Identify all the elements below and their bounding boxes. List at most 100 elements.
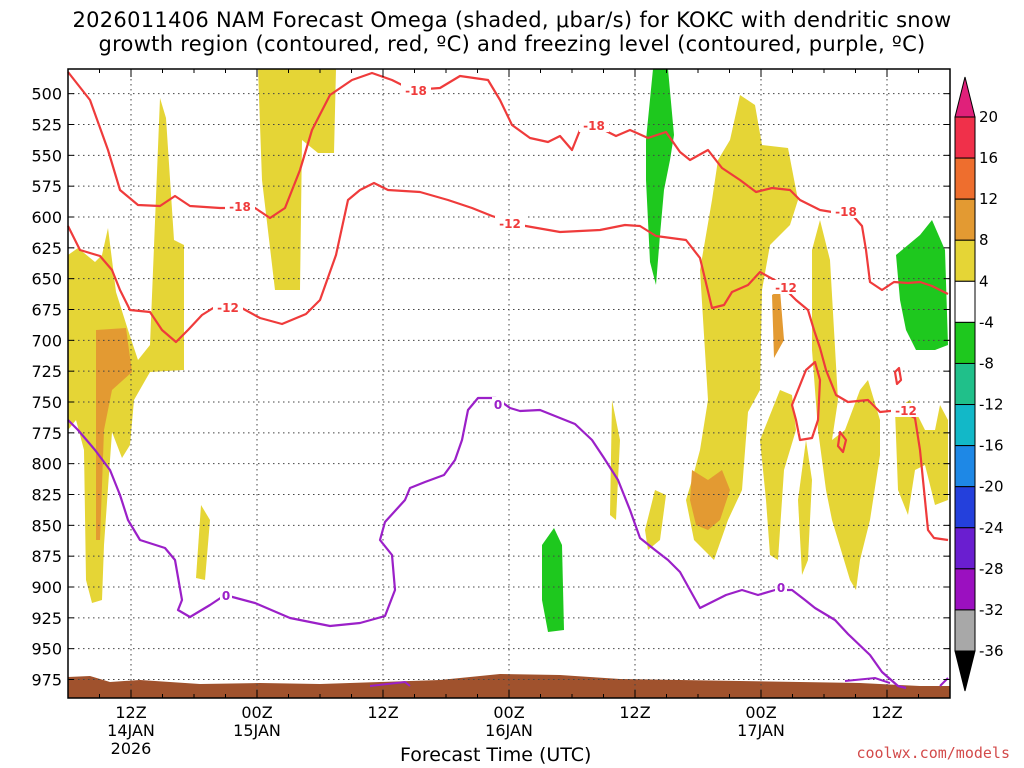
- plot-area: -18 -18 -18 -18 -12 -12 -12 -12 0 0 0: [67, 68, 951, 699]
- y-tick-label: 525: [31, 116, 62, 135]
- y-tick-label: 825: [31, 486, 62, 505]
- y-tick-label: 625: [31, 239, 62, 258]
- colorbar-bin: [954, 609, 976, 652]
- omega-shade-4: [196, 505, 210, 580]
- dendritic-label-bg: [579, 118, 609, 132]
- x-tick-label: 00Z: [745, 703, 776, 722]
- colorbar-bin: [954, 157, 976, 200]
- colorbar-bin: [954, 239, 976, 282]
- chart-title-line-1: 2026011406 NAM Forecast Omega (shaded, μ…: [72, 8, 952, 32]
- y-tick-label: 850: [31, 516, 62, 535]
- omega-shade-16: [542, 528, 564, 632]
- dendritic-contour-label: -12: [895, 404, 917, 418]
- chart-title-line-2: growth region (contoured, red, ºC) and f…: [98, 32, 926, 56]
- colorbar-label: -36: [979, 642, 1004, 660]
- omega-shade-14: [772, 290, 784, 358]
- y-tick-label: 775: [31, 424, 62, 443]
- x-tick-label: 12Z: [115, 703, 146, 722]
- y-tick-label: 975: [31, 671, 62, 690]
- freezing-label-bg: [492, 397, 504, 411]
- ground-surface: [68, 674, 950, 698]
- colorbar-bin: [954, 116, 976, 159]
- dendritic-contour-label: -12: [217, 301, 239, 315]
- y-tick-label: 575: [31, 177, 62, 196]
- colorbar-label: 4: [979, 272, 989, 290]
- omega-shade-11: [798, 440, 812, 575]
- x-tick-label: 15JAN: [233, 721, 281, 740]
- colorbar-label: -12: [979, 396, 1004, 414]
- dendritic-label-bg: [771, 280, 801, 294]
- freezing-contour-label: 0: [777, 581, 785, 595]
- colorbar-bin: [954, 568, 976, 611]
- y-tick-label: 750: [31, 393, 62, 412]
- y-tick-label: 600: [31, 208, 62, 227]
- colorbar-bin: [954, 445, 976, 488]
- colorbar-label: 16: [979, 149, 998, 167]
- colorbar-label: -16: [979, 437, 1004, 455]
- colorbar-bin: [954, 321, 976, 364]
- colorbar-top-arrow: [954, 76, 976, 118]
- omega-shade-9: [812, 220, 880, 590]
- y-tick-label: 550: [31, 146, 62, 165]
- x-tick-label: 17JAN: [737, 721, 785, 740]
- colorbar-bin: [954, 362, 976, 406]
- freezing-level-contour-3: [844, 676, 891, 684]
- colorbar-bin: [954, 280, 976, 323]
- omega-shade-15: [896, 220, 948, 350]
- y-tick-label: 950: [31, 640, 62, 659]
- colorbar-bottom-arrow: [954, 650, 976, 692]
- omega-shade-13: [690, 470, 730, 530]
- dendritic-contour-label: -12: [775, 281, 797, 295]
- x-tick-label: 12Z: [871, 703, 902, 722]
- omega-shade-7: [610, 400, 620, 520]
- colorbar-bin: [954, 527, 976, 570]
- freezing-contour-label: 0: [222, 589, 230, 603]
- y-tick-label: 875: [31, 547, 62, 566]
- dendritic-label-bg: [891, 403, 921, 417]
- x-tick-label: 14JAN: [107, 721, 155, 740]
- colorbar-bin: [954, 198, 976, 241]
- credit-text: coolwx.com/models: [856, 744, 1010, 762]
- colorbar-label: 12: [979, 190, 998, 208]
- dendritic-label-bg: [401, 83, 431, 97]
- y-tick-label: 925: [31, 609, 62, 628]
- x-axis-title: Forecast Time (UTC): [400, 744, 592, 766]
- colorbar-label: -32: [979, 601, 1004, 619]
- y-tick-label: 900: [31, 578, 62, 597]
- dendritic-label-bg: [831, 204, 861, 218]
- dendritic-contour-label: -18: [583, 119, 605, 133]
- omega-shade-2: [96, 328, 132, 540]
- omega-shade-6: [686, 95, 798, 560]
- y-tick-label: 675: [31, 301, 62, 320]
- x-tick-label: 00Z: [493, 703, 524, 722]
- dendritic-contour-loop-2: [836, 430, 848, 454]
- dendritic-contour-label: -12: [499, 217, 521, 231]
- x-tick-label: 16JAN: [485, 721, 533, 740]
- x-tick-label: 2026: [111, 739, 152, 758]
- omega-shade-5: [646, 69, 674, 285]
- plot-background: [68, 69, 950, 698]
- colorbar-label: -20: [979, 478, 1004, 496]
- colorbar-label: -28: [979, 560, 1004, 578]
- dendritic-label-bg: [495, 216, 525, 230]
- dendritic-contour-label: -18: [835, 205, 857, 219]
- colorbar: 20 16 12 8 4 -4 -8 -12 -16 -20 -24 -28 -32 -36: [954, 76, 1004, 692]
- x-tick-label: 12Z: [619, 703, 650, 722]
- y-axis: 500 525 550 575 600 625 650 675 700 725 750 775 800 8…: [31, 85, 950, 690]
- x-tick-label: 00Z: [241, 703, 272, 722]
- x-tick-label: 12Z: [367, 703, 398, 722]
- colorbar-label: 20: [979, 108, 998, 126]
- freezing-contour-label: 0: [494, 398, 502, 412]
- freezing-level-contour: [67, 396, 907, 690]
- dendritic-contour-loop-1: [790, 360, 822, 442]
- y-tick-label: 725: [31, 362, 62, 381]
- dendritic-label-bg: [225, 199, 255, 213]
- dendritic-contour-lower: [67, 181, 949, 542]
- colorbar-bin: [954, 486, 976, 529]
- colorbar-label: 8: [979, 231, 989, 249]
- freezing-label-bg: [775, 580, 787, 594]
- dendritic-label-bg: [213, 300, 243, 314]
- dendritic-contour-loop-3: [893, 366, 903, 386]
